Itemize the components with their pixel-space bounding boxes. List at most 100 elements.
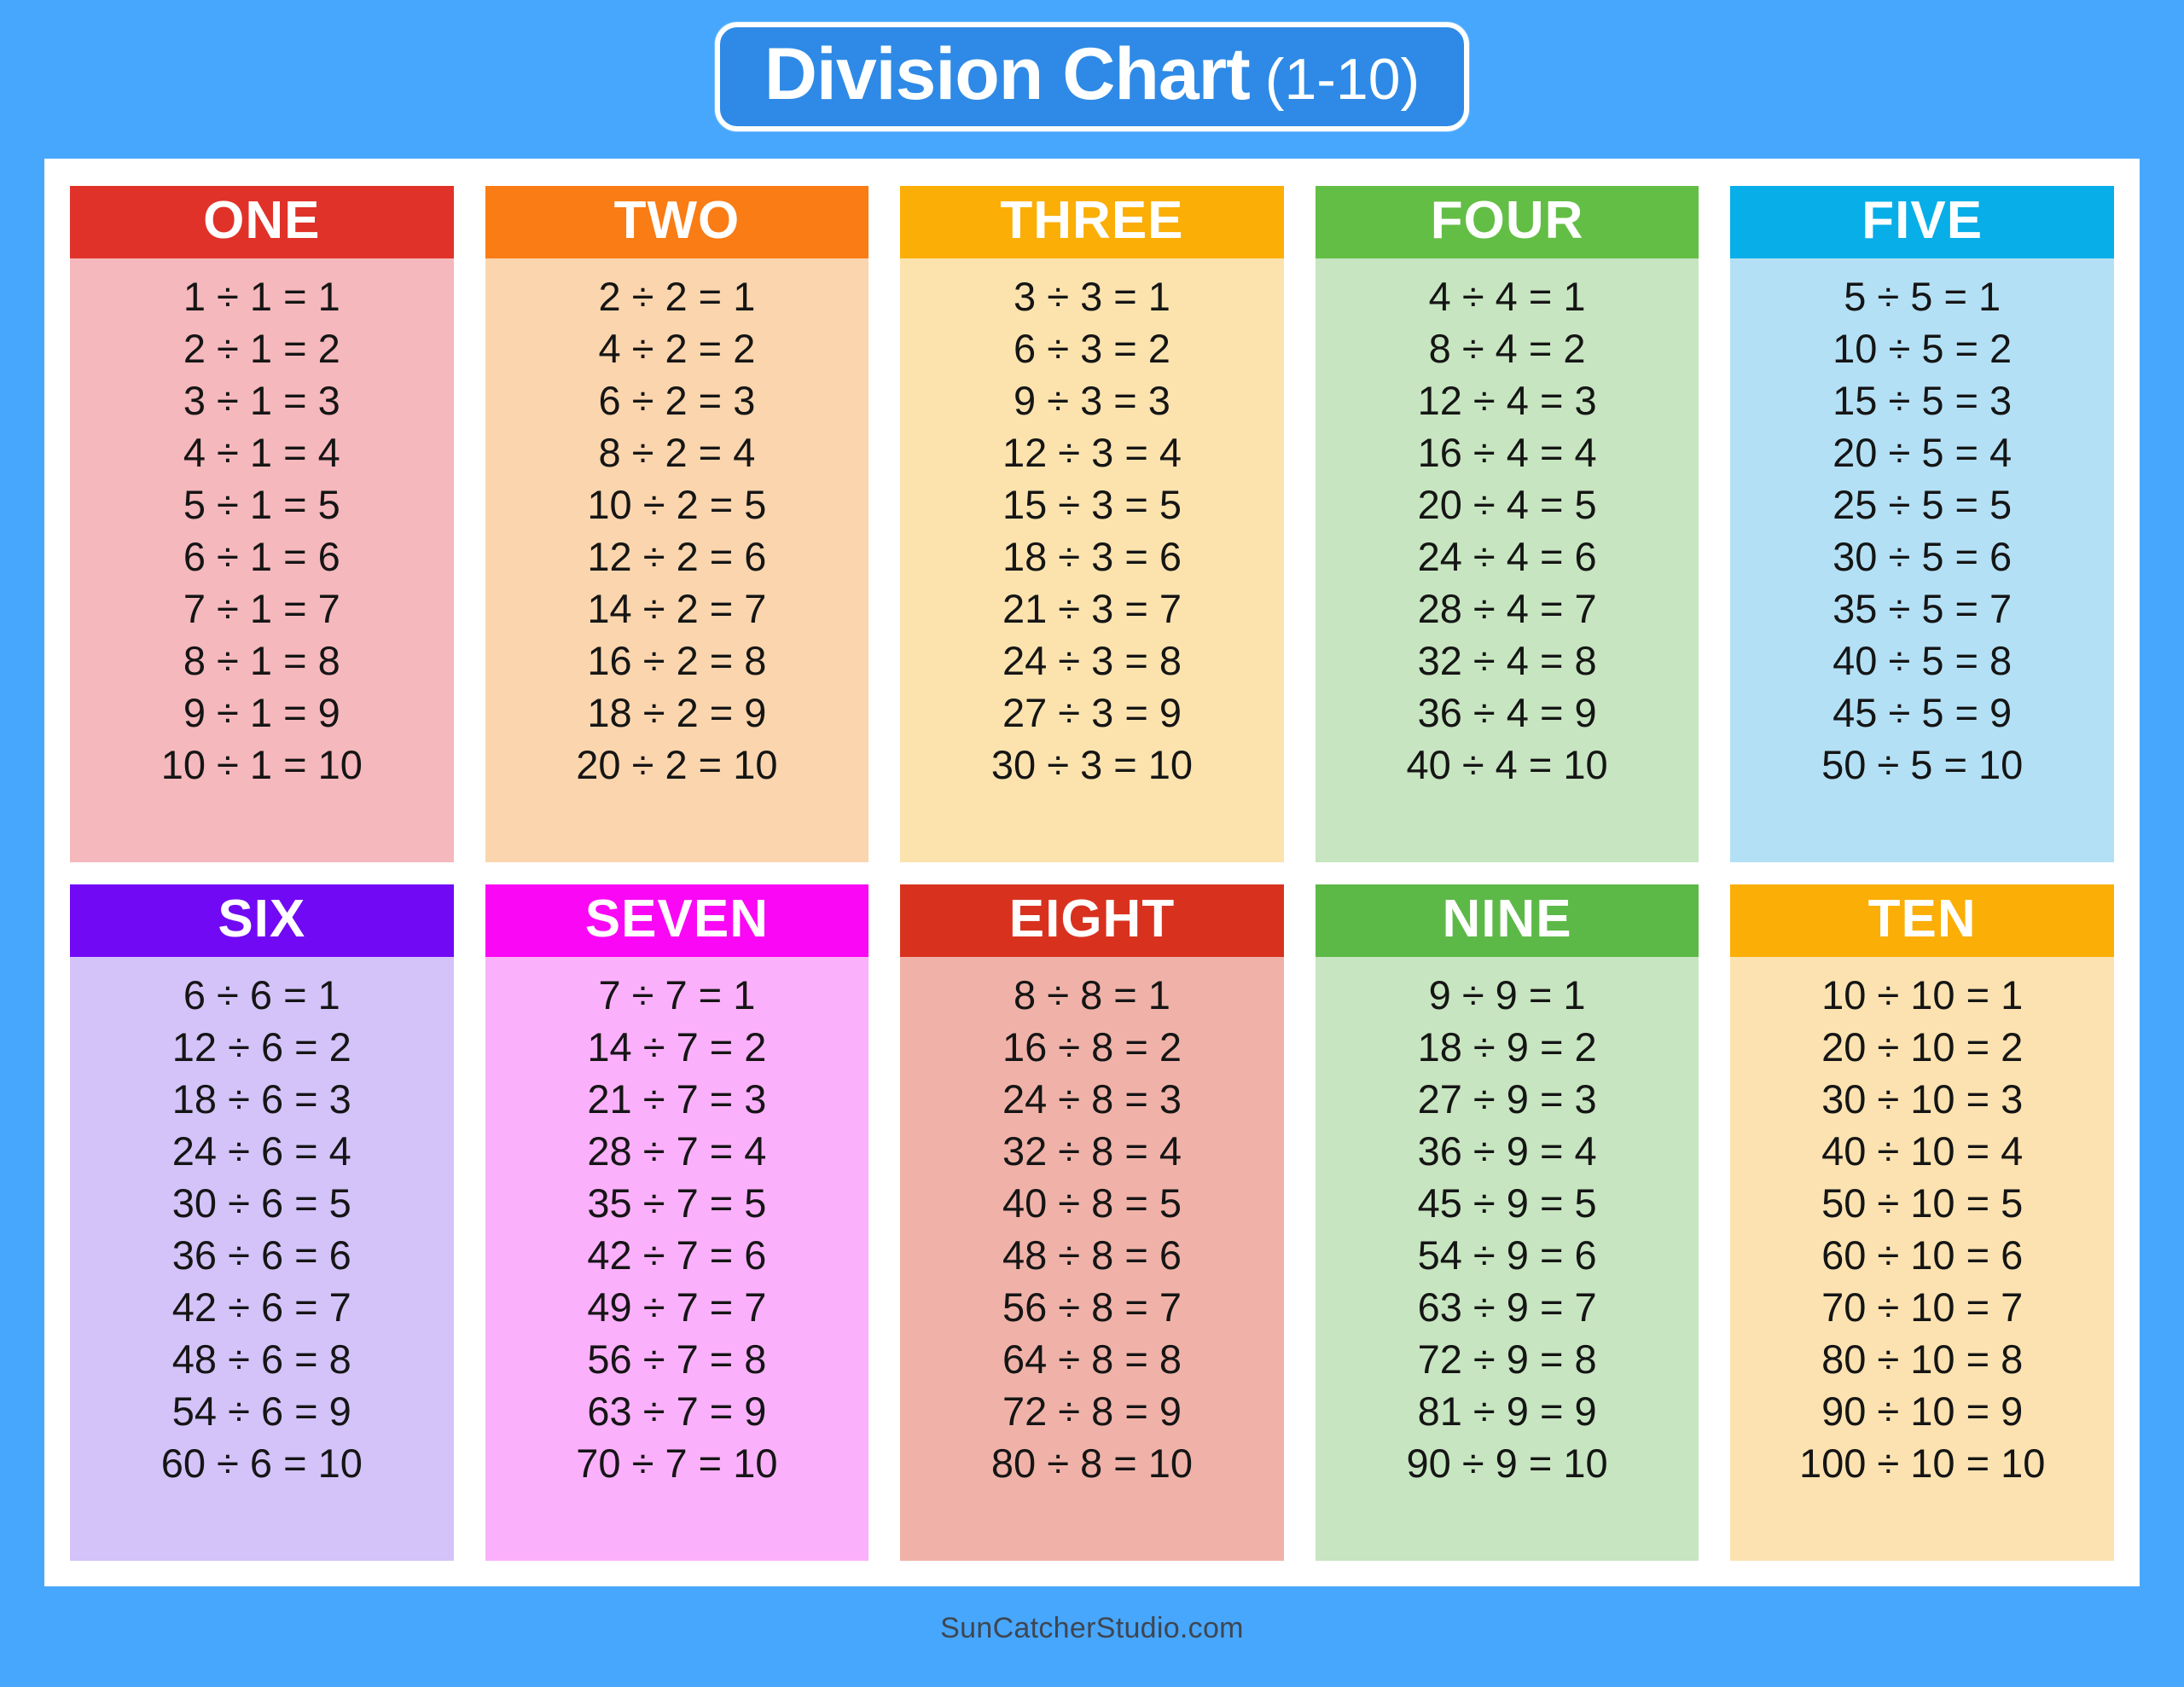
equation-row: 16 ÷ 8 = 2 (1002, 1024, 1182, 1070)
equation-row: 9 ÷ 9 = 1 (1428, 972, 1586, 1018)
equation-row: 30 ÷ 10 = 3 (1821, 1076, 2024, 1122)
equation-row: 63 ÷ 9 = 7 (1417, 1284, 1597, 1330)
equation-row: 7 ÷ 1 = 7 (183, 586, 340, 632)
equation-row: 40 ÷ 10 = 4 (1821, 1128, 2024, 1174)
equation-row: 90 ÷ 10 = 9 (1821, 1388, 2024, 1435)
equation-row: 5 ÷ 5 = 1 (1844, 274, 2001, 320)
equation-row: 50 ÷ 5 = 10 (1821, 742, 2024, 788)
equation-row: 18 ÷ 6 = 3 (171, 1076, 351, 1122)
equation-row: 80 ÷ 8 = 10 (990, 1441, 1194, 1487)
tables-row-top: ONE 1 ÷ 1 = 1 2 ÷ 1 = 2 3 ÷ 1 = 3 4 ÷ 1 = 4 5… (70, 186, 2114, 862)
equation-row: 54 ÷ 6 = 9 (171, 1388, 351, 1435)
equation-row: 60 ÷ 6 = 10 (160, 1441, 363, 1487)
table-header-three: THREE (900, 186, 1284, 259)
equation-row: 10 ÷ 10 = 1 (1821, 972, 2024, 1018)
equation-row: 30 ÷ 6 = 5 (171, 1180, 351, 1226)
table-header-five: FIVE (1730, 186, 2114, 259)
equation-row: 24 ÷ 3 = 8 (1002, 638, 1182, 684)
table-header-one: ONE (70, 186, 454, 259)
equation-row: 15 ÷ 5 = 3 (1833, 378, 2013, 424)
equation-row: 16 ÷ 4 = 4 (1417, 430, 1597, 476)
table-body-eight: 8 ÷ 8 = 1 16 ÷ 8 = 2 24 ÷ 8 = 3 32 ÷ 8 = 4 4… (900, 957, 1284, 1561)
division-table-seven: SEVEN 7 ÷ 7 = 1 14 ÷ 7 = 2 21 ÷ 7 = 3 28 ÷ 7… (485, 884, 869, 1561)
equation-row: 8 ÷ 8 = 1 (1014, 972, 1170, 1018)
equation-row: 18 ÷ 2 = 9 (587, 690, 767, 736)
title-banner: Division Chart (1-10) (0, 22, 2184, 132)
equation-row: 6 ÷ 3 = 2 (1014, 326, 1170, 372)
equation-row: 10 ÷ 2 = 5 (587, 482, 767, 528)
equation-row: 49 ÷ 7 = 7 (587, 1284, 767, 1330)
table-header-four: FOUR (1315, 186, 1699, 259)
division-table-eight: EIGHT 8 ÷ 8 = 1 16 ÷ 8 = 2 24 ÷ 8 = 3 32 ÷ 8… (900, 884, 1284, 1561)
division-table-five: FIVE 5 ÷ 5 = 1 10 ÷ 5 = 2 15 ÷ 5 = 3 20 ÷ 5 … (1730, 186, 2114, 862)
table-header-eight: EIGHT (900, 884, 1284, 958)
equation-row: 8 ÷ 2 = 4 (598, 430, 756, 476)
equation-row: 12 ÷ 4 = 3 (1417, 378, 1597, 424)
equation-row: 60 ÷ 10 = 6 (1821, 1232, 2024, 1278)
equation-row: 30 ÷ 5 = 6 (1833, 534, 2013, 580)
equation-row: 21 ÷ 7 = 3 (587, 1076, 767, 1122)
equation-row: 10 ÷ 5 = 2 (1833, 326, 2013, 372)
equation-row: 6 ÷ 6 = 1 (183, 972, 340, 1018)
table-header-six: SIX (70, 884, 454, 958)
equation-row: 27 ÷ 3 = 9 (1002, 690, 1182, 736)
equation-row: 100 ÷ 10 = 10 (1798, 1441, 2046, 1487)
equation-row: 16 ÷ 2 = 8 (587, 638, 767, 684)
equation-row: 24 ÷ 6 = 4 (171, 1128, 351, 1174)
equation-row: 35 ÷ 7 = 5 (587, 1180, 767, 1226)
equation-row: 12 ÷ 6 = 2 (171, 1024, 351, 1070)
equation-row: 9 ÷ 3 = 3 (1014, 378, 1170, 424)
equation-row: 70 ÷ 7 = 10 (576, 1441, 778, 1487)
equation-row: 81 ÷ 9 = 9 (1417, 1388, 1597, 1435)
table-body-one: 1 ÷ 1 = 1 2 ÷ 1 = 2 3 ÷ 1 = 3 4 ÷ 1 = 4 5 ÷ … (70, 258, 454, 862)
page-title: Division Chart (764, 33, 1251, 115)
division-table-ten: TEN 10 ÷ 10 = 1 20 ÷ 10 = 2 30 ÷ 10 = 3 40 ÷… (1730, 884, 2114, 1561)
equation-row: 90 ÷ 9 = 10 (1406, 1441, 1608, 1487)
equation-row: 1 ÷ 1 = 1 (183, 274, 340, 320)
table-body-three: 3 ÷ 3 = 1 6 ÷ 3 = 2 9 ÷ 3 = 3 12 ÷ 3 = 4 15 … (900, 258, 1284, 862)
equation-row: 7 ÷ 7 = 1 (598, 972, 756, 1018)
equation-row: 14 ÷ 7 = 2 (587, 1024, 767, 1070)
equation-row: 5 ÷ 1 = 5 (183, 482, 340, 528)
title-plate: Division Chart (1-10) (714, 22, 1470, 132)
table-body-seven: 7 ÷ 7 = 1 14 ÷ 7 = 2 21 ÷ 7 = 3 28 ÷ 7 = 4 3… (485, 957, 869, 1561)
equation-row: 15 ÷ 3 = 5 (1002, 482, 1182, 528)
equation-row: 20 ÷ 5 = 4 (1833, 430, 2013, 476)
title-range-label: (1-10) (1264, 47, 1420, 112)
tables-row-bottom: SIX 6 ÷ 6 = 1 12 ÷ 6 = 2 18 ÷ 6 = 3 24 ÷ 6 =… (70, 884, 2114, 1561)
equation-row: 72 ÷ 9 = 8 (1417, 1336, 1597, 1383)
footer-credit: SunCatcherStudio.com (940, 1612, 1244, 1644)
equation-row: 6 ÷ 1 = 6 (183, 534, 340, 580)
equation-row: 32 ÷ 8 = 4 (1002, 1128, 1182, 1174)
equation-row: 24 ÷ 4 = 6 (1417, 534, 1597, 580)
equation-row: 56 ÷ 8 = 7 (1002, 1284, 1182, 1330)
equation-row: 20 ÷ 2 = 10 (576, 742, 778, 788)
equation-row: 48 ÷ 6 = 8 (171, 1336, 351, 1383)
equation-row: 30 ÷ 3 = 10 (990, 742, 1194, 788)
table-body-two: 2 ÷ 2 = 1 4 ÷ 2 = 2 6 ÷ 2 = 3 8 ÷ 2 = 4 10 ÷… (485, 258, 869, 862)
equation-row: 2 ÷ 2 = 1 (598, 274, 756, 320)
equation-row: 36 ÷ 6 = 6 (171, 1232, 351, 1278)
equation-row: 10 ÷ 1 = 10 (160, 742, 363, 788)
division-table-two: TWO 2 ÷ 2 = 1 4 ÷ 2 = 2 6 ÷ 2 = 3 8 ÷ 2 = 4 1… (485, 186, 869, 862)
equation-row: 40 ÷ 4 = 10 (1406, 742, 1608, 788)
equation-row: 54 ÷ 9 = 6 (1417, 1232, 1597, 1278)
division-table-three: THREE 3 ÷ 3 = 1 6 ÷ 3 = 2 9 ÷ 3 = 3 12 ÷ 3 =… (900, 186, 1284, 862)
equation-row: 27 ÷ 9 = 3 (1417, 1076, 1597, 1122)
equation-row: 4 ÷ 2 = 2 (598, 326, 756, 372)
table-header-ten: TEN (1730, 884, 2114, 958)
equation-row: 42 ÷ 7 = 6 (587, 1232, 767, 1278)
division-table-six: SIX 6 ÷ 6 = 1 12 ÷ 6 = 2 18 ÷ 6 = 3 24 ÷ 6 =… (70, 884, 454, 1561)
equation-row: 50 ÷ 10 = 5 (1821, 1180, 2024, 1226)
equation-row: 12 ÷ 3 = 4 (1002, 430, 1182, 476)
division-table-four: FOUR 4 ÷ 4 = 1 8 ÷ 4 = 2 12 ÷ 4 = 3 16 ÷ 4 =… (1315, 186, 1699, 862)
equation-row: 21 ÷ 3 = 7 (1002, 586, 1182, 632)
equation-row: 9 ÷ 1 = 9 (183, 690, 340, 736)
equation-row: 20 ÷ 10 = 2 (1821, 1024, 2024, 1070)
equation-row: 14 ÷ 2 = 7 (587, 586, 767, 632)
table-header-nine: NINE (1315, 884, 1699, 958)
equation-row: 20 ÷ 4 = 5 (1417, 482, 1597, 528)
equation-row: 40 ÷ 8 = 5 (1002, 1180, 1182, 1226)
table-body-nine: 9 ÷ 9 = 1 18 ÷ 9 = 2 27 ÷ 9 = 3 36 ÷ 9 = 4 4… (1315, 957, 1699, 1561)
